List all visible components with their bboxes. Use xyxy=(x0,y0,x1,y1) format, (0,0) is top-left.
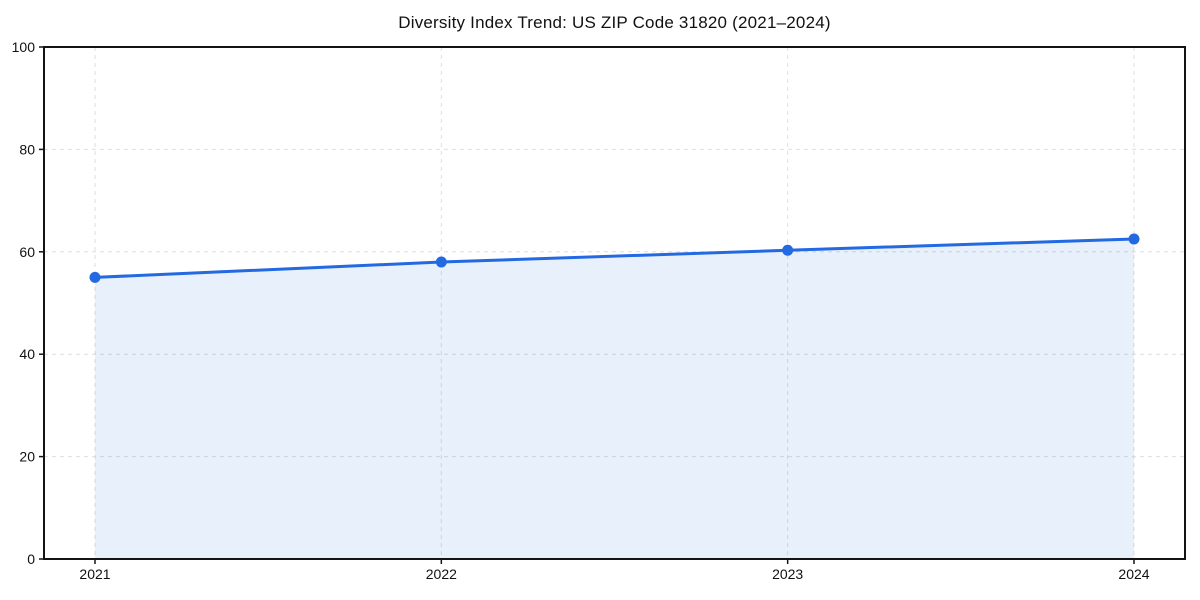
y-tick-label: 20 xyxy=(19,449,35,465)
x-tick-label: 2023 xyxy=(772,566,803,582)
data-point xyxy=(89,271,101,283)
x-tick-label: 2021 xyxy=(79,566,110,582)
y-tick-label: 60 xyxy=(19,244,35,260)
area-fill xyxy=(95,239,1134,559)
plot-border xyxy=(43,46,1186,560)
y-tick-label: 40 xyxy=(19,346,35,362)
data-point xyxy=(435,256,447,268)
y-tick-label: 0 xyxy=(27,551,35,567)
chart-title: Diversity Index Trend: US ZIP Code 31820… xyxy=(398,13,831,32)
x-tick-label: 2024 xyxy=(1118,566,1149,582)
y-tick-label: 100 xyxy=(12,39,36,55)
data-point xyxy=(782,244,794,256)
y-tick-label: 80 xyxy=(19,141,35,157)
data-point xyxy=(1128,233,1140,245)
trend-line xyxy=(93,237,1136,279)
x-tick-label: 2022 xyxy=(426,566,457,582)
